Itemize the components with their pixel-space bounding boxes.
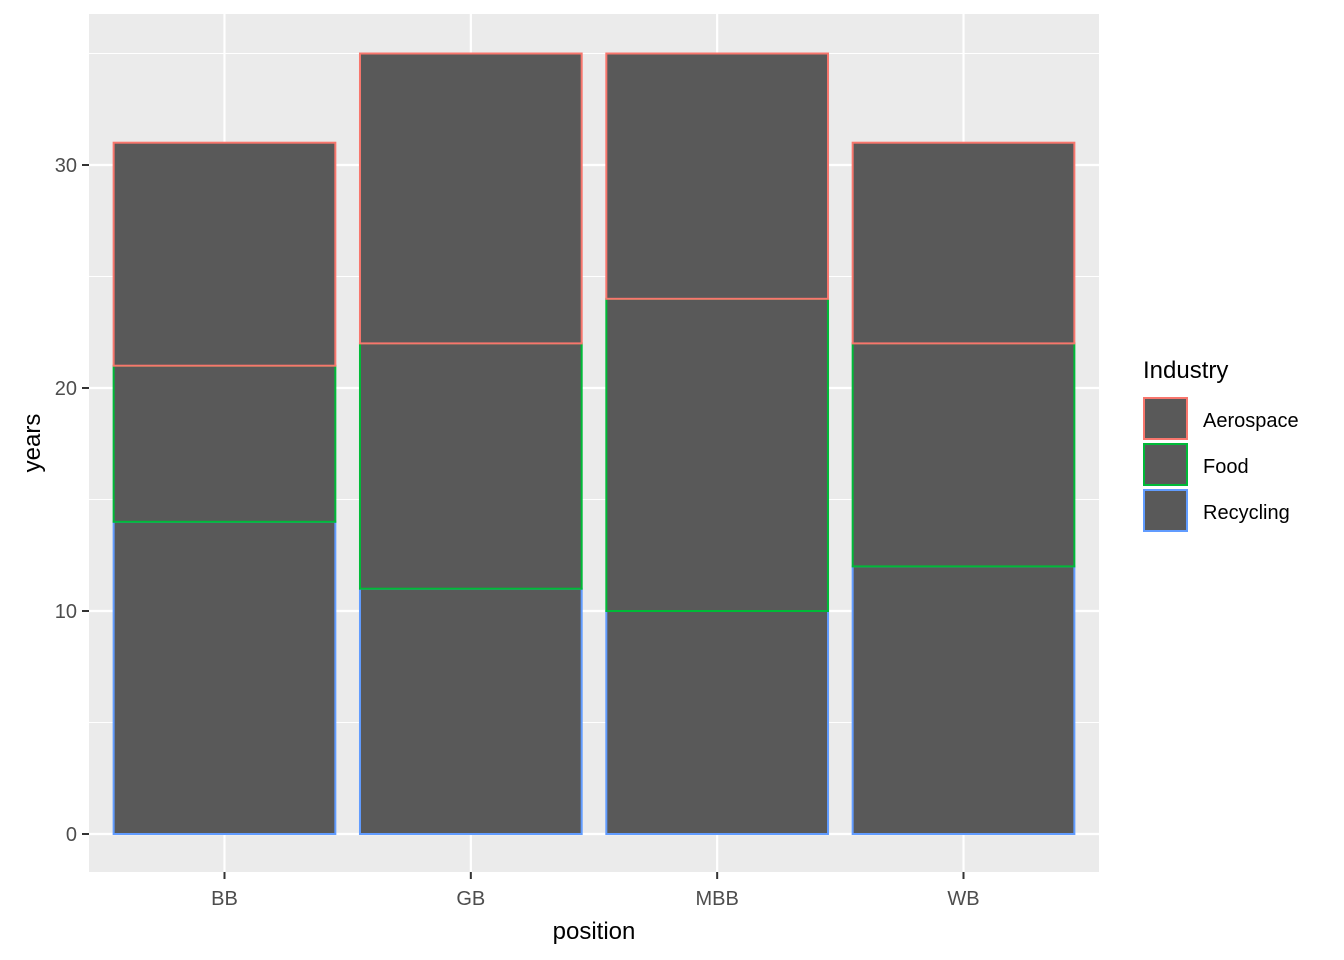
y-tick-label: 20	[55, 378, 77, 400]
x-tick-label: WB	[947, 888, 979, 910]
y-axis-title: years	[19, 414, 46, 473]
bar-segment-food-gb	[358, 342, 583, 590]
legend: Industry Aerospace Food Recycling	[1143, 357, 1299, 532]
bars	[112, 52, 1076, 836]
legend-key-food	[1143, 443, 1188, 486]
x-axis: BB GB MBB WB	[211, 872, 980, 910]
bar-segment-food-bb	[112, 364, 337, 523]
legend-label-food: Food	[1203, 456, 1249, 478]
legend-title: Industry	[1143, 357, 1228, 384]
x-axis-title: position	[553, 918, 636, 945]
legend-label-aerospace: Aerospace	[1203, 410, 1299, 432]
x-tick-label: MBB	[695, 888, 738, 910]
y-tick-label: 30	[55, 155, 77, 177]
bar-segment-recycling-bb	[112, 520, 337, 835]
bar-segment-aerospace-gb	[358, 52, 583, 345]
bar-segment-aerospace-bb	[112, 141, 337, 367]
bar-segment-recycling-mbb	[605, 610, 830, 835]
bar-segment-recycling-wb	[851, 565, 1076, 836]
legend-key-recycling	[1143, 489, 1188, 532]
x-tick-label: GB	[456, 888, 485, 910]
y-tick-label: 0	[66, 824, 77, 846]
bar-segment-aerospace-mbb	[605, 52, 830, 300]
y-axis: 0 10 20 30	[55, 155, 89, 846]
legend-key-aerospace	[1143, 397, 1188, 440]
x-tick-label: BB	[211, 888, 238, 910]
bar-segment-aerospace-wb	[851, 141, 1076, 345]
bar-segment-food-wb	[851, 342, 1076, 568]
bar-segment-food-mbb	[605, 297, 830, 612]
legend-label-recycling: Recycling	[1203, 502, 1290, 524]
y-tick-label: 10	[55, 601, 77, 623]
bar-segment-recycling-gb	[358, 587, 583, 836]
